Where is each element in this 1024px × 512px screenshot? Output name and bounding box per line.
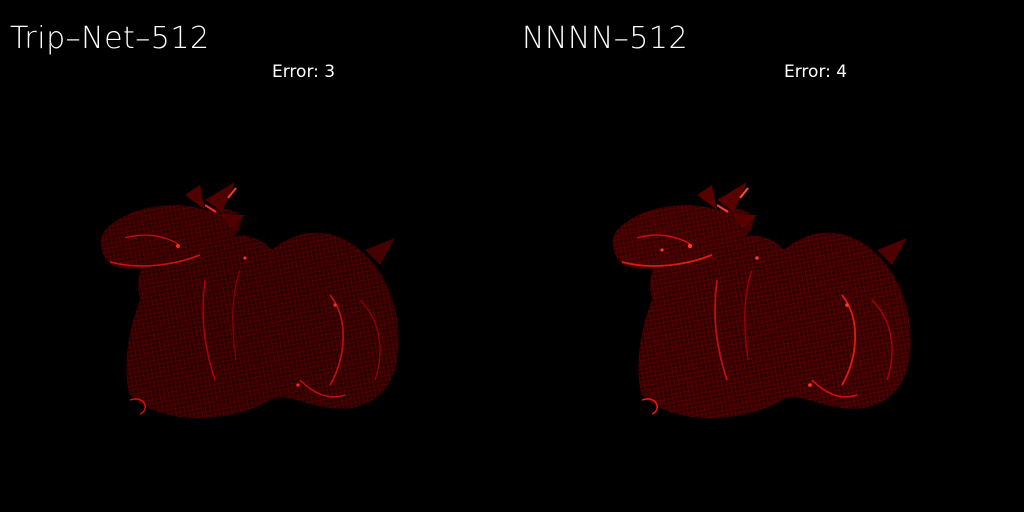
dragon-error-map-left [100,182,399,419]
panel-title: NNNN–512 [522,21,689,56]
left-panel: Trip–Net–512 Error: 3 [10,21,399,419]
error-value: 3 [324,62,336,82]
error-readout: Error: 4 [784,64,847,81]
dragon-error-map-right [612,182,911,419]
error-label: Error: [784,62,831,82]
error-label: Error: [272,62,319,82]
error-value: 4 [836,62,848,82]
error-readout: Error: 3 [272,64,335,81]
panel-title: Trip–Net–512 [10,21,210,56]
right-panel: NNNN–512 Error: 4 [512,0,1024,512]
